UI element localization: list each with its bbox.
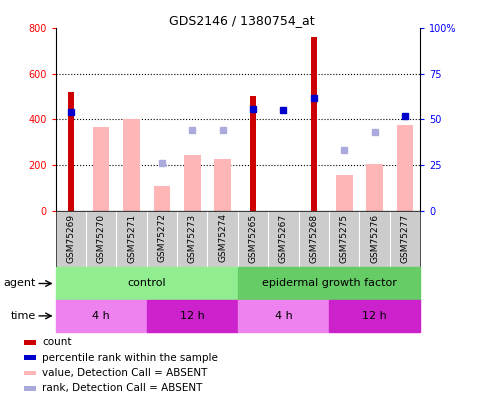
Text: rank, Detection Call = ABSENT: rank, Detection Call = ABSENT (42, 384, 202, 393)
Bar (250, 96, 256, 211)
Text: GSM75265: GSM75265 (249, 213, 257, 262)
Text: time: time (11, 311, 36, 321)
Text: GSM75274: GSM75274 (218, 213, 227, 262)
Text: GSM75269: GSM75269 (66, 213, 75, 262)
Text: GSM75273: GSM75273 (188, 213, 197, 262)
Text: count: count (42, 337, 71, 347)
Bar (238, 267, 420, 300)
Text: 12 h: 12 h (362, 311, 387, 321)
Bar (68, 92, 74, 211)
Bar (123, 119, 140, 211)
Bar (366, 164, 383, 211)
Text: GSM75267: GSM75267 (279, 213, 288, 262)
Bar (329, 300, 420, 332)
Text: control: control (128, 279, 166, 288)
Text: GSM75271: GSM75271 (127, 213, 136, 262)
Text: GSM75272: GSM75272 (157, 213, 167, 262)
Text: percentile rank within the sample: percentile rank within the sample (42, 353, 218, 362)
Bar (311, 37, 317, 211)
Text: value, Detection Call = ABSENT: value, Detection Call = ABSENT (42, 368, 207, 378)
Text: 4 h: 4 h (92, 311, 110, 321)
Text: GDS2146 / 1380754_at: GDS2146 / 1380754_at (169, 14, 314, 27)
Bar (154, 185, 170, 211)
Bar (336, 175, 353, 211)
Bar (214, 159, 231, 211)
Bar (184, 155, 200, 211)
Bar (56, 300, 147, 332)
Text: 12 h: 12 h (180, 311, 205, 321)
Text: GSM75276: GSM75276 (370, 213, 379, 262)
Text: GSM75270: GSM75270 (97, 213, 106, 262)
Bar (93, 128, 110, 211)
Bar (238, 300, 329, 332)
Bar (147, 300, 238, 332)
Text: 4 h: 4 h (275, 311, 292, 321)
Text: GSM75268: GSM75268 (309, 213, 318, 262)
Text: GSM75275: GSM75275 (340, 213, 349, 262)
Text: epidermal growth factor: epidermal growth factor (262, 279, 397, 288)
Bar (56, 267, 238, 300)
Text: agent: agent (4, 279, 36, 288)
Bar (397, 125, 413, 211)
Text: GSM75277: GSM75277 (400, 213, 410, 262)
